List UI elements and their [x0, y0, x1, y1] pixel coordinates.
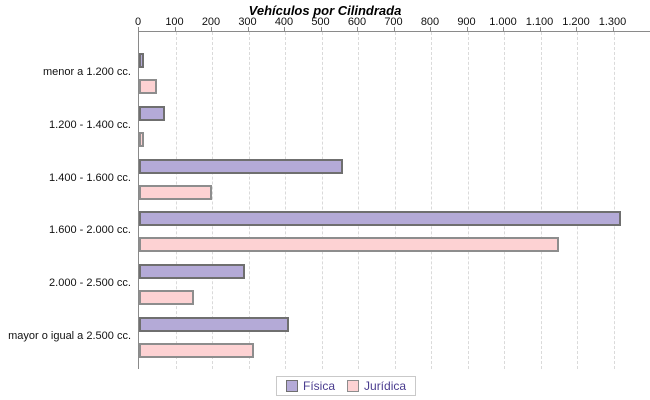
gridline — [394, 32, 396, 369]
x-axis-tick-label: 1.100 — [525, 16, 554, 28]
bar-juridica — [139, 79, 158, 94]
bar-fisica — [139, 211, 621, 227]
bar-juridica — [139, 343, 254, 358]
bar-fisica — [139, 53, 145, 68]
gridline — [321, 32, 323, 369]
chart-title: Vehículos por Cilindrada — [248, 3, 402, 18]
gridline — [504, 32, 505, 369]
x-axis-tick — [247, 27, 249, 31]
category-label: 2.000 - 2.500 cc. — [49, 277, 131, 290]
gridline — [613, 32, 615, 369]
x-axis-tick — [393, 27, 395, 31]
fisica-swatch-icon — [286, 380, 298, 392]
gridline — [285, 32, 286, 369]
x-axis-tick-label: 600 — [347, 16, 367, 28]
x-axis-tick-label: 1.300 — [598, 16, 627, 28]
gridline — [540, 32, 542, 369]
bar-juridica — [139, 237, 559, 253]
x-axis-tick — [612, 27, 614, 31]
x-axis-tick — [539, 27, 541, 31]
legend-item-fisica: Física — [286, 379, 335, 393]
category-label: 1.200 - 1.400 cc. — [49, 118, 131, 131]
gridline — [212, 32, 213, 369]
x-axis-tick-label: 200 — [201, 16, 221, 28]
bar-juridica — [139, 184, 212, 200]
category-label: menor a 1.200 cc. — [42, 66, 131, 78]
gridline — [175, 32, 177, 369]
category-label: mayor o igual a 2.500 cc. — [8, 330, 131, 342]
x-axis-tick-label: 1.200 — [562, 16, 590, 28]
x-axis-tick-label: 500 — [311, 16, 330, 28]
legend-label-fisica: Física — [303, 379, 336, 393]
x-axis-tick — [503, 27, 504, 31]
bar-fisica — [139, 158, 344, 174]
x-axis-tick — [174, 27, 176, 31]
x-axis-tick — [284, 27, 285, 31]
x-axis-tick-label: 300 — [238, 16, 257, 28]
x-axis-tick-label: 100 — [165, 16, 184, 28]
gridline — [358, 32, 359, 369]
legend: Física Jurídica — [276, 376, 417, 396]
x-axis-tick — [357, 27, 358, 31]
bar-fisica — [139, 317, 289, 332]
legend-label-juridica: Jurídica — [364, 379, 407, 393]
juridica-swatch-icon — [347, 380, 360, 392]
x-axis-tick-label: 800 — [420, 16, 440, 28]
x-axis-tick-label: 900 — [457, 16, 476, 28]
category-label: 1.400 - 1.600 cc. — [49, 171, 131, 184]
x-axis-tick — [466, 27, 468, 31]
x-axis-tick-label: 0 — [134, 16, 142, 28]
gridline — [577, 32, 578, 369]
bar-juridica — [139, 131, 145, 147]
bar-fisica — [139, 105, 165, 121]
plot-area — [138, 31, 650, 369]
x-axis-tick-label: 1.000 — [489, 16, 517, 28]
x-axis-tick — [320, 27, 322, 31]
gridline — [431, 32, 432, 369]
x-axis-tick — [430, 27, 431, 31]
gridline — [248, 32, 250, 369]
legend-item-juridica: Jurídica — [347, 379, 406, 393]
category-label: 1.600 - 2.000 cc. — [49, 224, 131, 237]
x-axis-tick — [576, 27, 577, 31]
bar-juridica — [139, 290, 194, 306]
x-axis-tick-label: 400 — [274, 16, 294, 28]
x-axis-tick — [138, 27, 139, 31]
bar-fisica — [139, 264, 245, 280]
gridline — [467, 32, 469, 369]
x-axis-tick-label: 700 — [384, 16, 403, 28]
x-axis-tick — [211, 27, 212, 31]
